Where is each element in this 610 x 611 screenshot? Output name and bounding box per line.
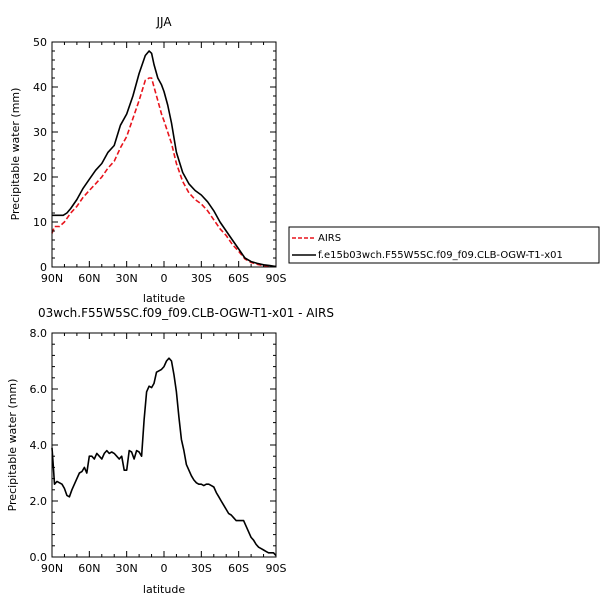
- legend: AIRS f.e15b03wch.F55W5SC.f09_f09.CLB-OGW…: [288, 226, 600, 264]
- legend-box: [288, 226, 600, 264]
- legend-entry-airs: AIRS: [318, 233, 341, 244]
- y-tick-label: 50: [33, 36, 47, 49]
- x-tick-label: 90S: [266, 562, 287, 575]
- x-tick-label: 30N: [116, 272, 138, 285]
- plot-area: 90N 60N 30N 0 30S 60S 90S 0 10 20 30 40 50: [33, 36, 287, 285]
- y-tick-label: 20: [33, 171, 47, 184]
- x-tick-label: 0: [161, 562, 168, 575]
- series-line-1: [52, 50, 277, 268]
- y-tick-label: 30: [33, 126, 47, 139]
- y-tick-label: 40: [33, 81, 47, 94]
- y-tick-label: 0: [40, 261, 47, 274]
- y-tick-label: 2.0: [30, 495, 48, 508]
- x-tick-label: 60N: [78, 272, 100, 285]
- plot-frame: [51, 41, 277, 268]
- x-axis-label: latitude: [143, 583, 185, 596]
- chart-title: JJA: [155, 15, 172, 29]
- panel-bottom: 03wch.F55W5SC.f09_f09.CLB-OGW-T1-x01 - A…: [6, 306, 334, 596]
- y-axis-label: Precipitable water (mm): [9, 88, 22, 221]
- y-tick-label: 4.0: [30, 439, 48, 452]
- x-tick-label: 60N: [78, 562, 100, 575]
- x-tick-label: 60S: [228, 562, 249, 575]
- plot-area: 90N 60N 30N 0 30S 60S 90S 0.0 2.0 4.0 6.0 8.0: [30, 327, 287, 575]
- chart-title: 03wch.F55W5SC.f09_f09.CLB-OGW-T1-x01 - A…: [38, 306, 334, 320]
- series-line-0: [51, 357, 277, 557]
- legend-entry-model: f.e15b03wch.F55W5SC.f09_f09.CLB-OGW-T1-x…: [318, 250, 563, 261]
- y-axis-label: Precipitable water (mm): [6, 379, 19, 512]
- series-line-0: [51, 77, 277, 268]
- x-tick-label: 30S: [191, 272, 212, 285]
- x-axis-label: latitude: [143, 292, 185, 305]
- y-tick-label: 0.0: [30, 551, 48, 564]
- x-tick-label: 90N: [41, 562, 63, 575]
- x-tick-label: 90S: [266, 272, 287, 285]
- y-tick-label: 8.0: [30, 327, 48, 340]
- x-tick-label: 90N: [41, 272, 63, 285]
- x-tick-label: 0: [161, 272, 168, 285]
- x-tick-label: 60S: [228, 272, 249, 285]
- y-tick-label: 10: [33, 216, 47, 229]
- y-tick-label: 6.0: [30, 383, 48, 396]
- x-tick-label: 30S: [191, 562, 212, 575]
- panel-top: JJA 90N 60N 30N 0 30S 60S 90S 0 10 20 30 40 50 latit…: [9, 15, 287, 305]
- x-tick-label: 30N: [116, 562, 138, 575]
